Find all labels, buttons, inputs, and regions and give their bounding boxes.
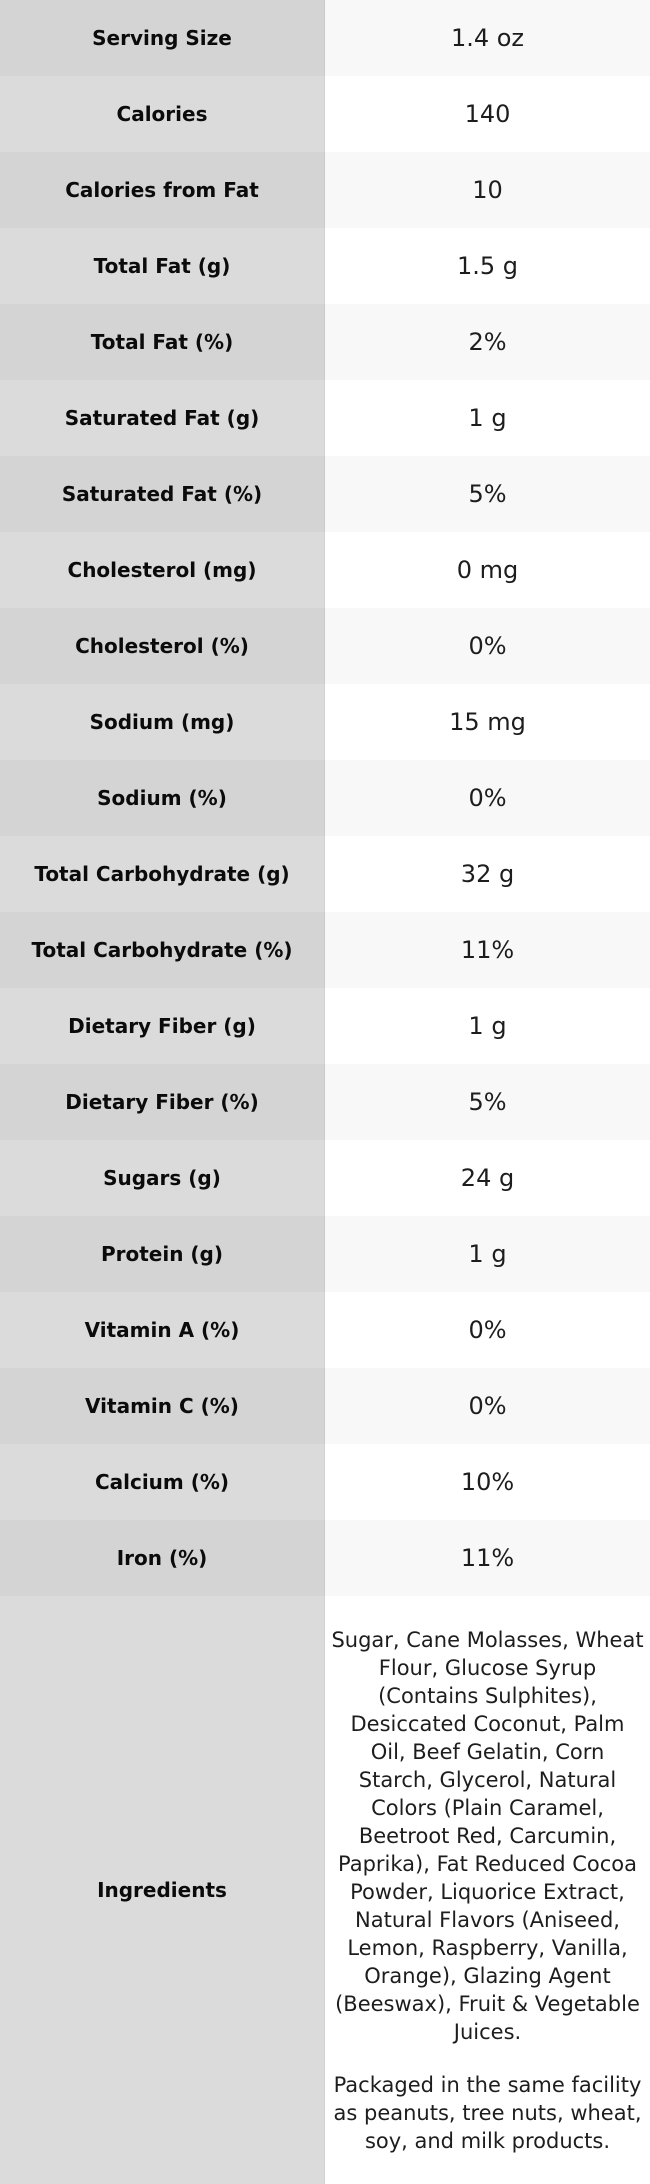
row-value: 0 mg [325, 532, 650, 608]
table-row: Serving Size 1.4 oz [0, 0, 650, 76]
table-row: Total Fat (%) 2% [0, 304, 650, 380]
row-label: Dietary Fiber (g) [0, 988, 325, 1064]
row-label: Vitamin A (%) [0, 1292, 325, 1368]
table-row: Cholesterol (mg) 0 mg [0, 532, 650, 608]
table-row: Sodium (%) 0% [0, 760, 650, 836]
row-label: Cholesterol (%) [0, 608, 325, 684]
row-value: 1 g [325, 380, 650, 456]
table-row: Sodium (mg) 15 mg [0, 684, 650, 760]
ingredients-row: Ingredients Sugar, Cane Molasses, Wheat … [0, 1596, 650, 2184]
row-value: 10% [325, 1444, 650, 1520]
table-row: Vitamin C (%) 0% [0, 1368, 650, 1444]
row-label: Total Carbohydrate (g) [0, 836, 325, 912]
row-value: 10 [325, 152, 650, 228]
table-row: Saturated Fat (%) 5% [0, 456, 650, 532]
table-row: Sugars (g) 24 g [0, 1140, 650, 1216]
table-row: Dietary Fiber (g) 1 g [0, 988, 650, 1064]
table-row: Total Carbohydrate (%) 11% [0, 912, 650, 988]
row-label: Total Carbohydrate (%) [0, 912, 325, 988]
row-value: 1 g [325, 1216, 650, 1292]
table-row: Iron (%) 11% [0, 1520, 650, 1596]
row-value: 1.4 oz [325, 0, 650, 76]
row-label: Serving Size [0, 0, 325, 76]
row-label: Total Fat (%) [0, 304, 325, 380]
row-label: Cholesterol (mg) [0, 532, 325, 608]
table-row: Protein (g) 1 g [0, 1216, 650, 1292]
row-value: 1.5 g [325, 228, 650, 304]
table-row: Cholesterol (%) 0% [0, 608, 650, 684]
row-label: Vitamin C (%) [0, 1368, 325, 1444]
row-value: 2% [325, 304, 650, 380]
row-label: Calcium (%) [0, 1444, 325, 1520]
row-value: 5% [325, 456, 650, 532]
row-value: 0% [325, 608, 650, 684]
table-row: Calcium (%) 10% [0, 1444, 650, 1520]
row-label: Calories [0, 76, 325, 152]
row-value: 0% [325, 760, 650, 836]
row-value: 15 mg [325, 684, 650, 760]
table-row: Saturated Fat (g) 1 g [0, 380, 650, 456]
row-value: 32 g [325, 836, 650, 912]
ingredients-text: Sugar, Cane Molasses, Wheat Flour, Gluco… [331, 1627, 644, 2044]
table-row: Vitamin A (%) 0% [0, 1292, 650, 1368]
row-label: Iron (%) [0, 1520, 325, 1596]
row-label: Sodium (mg) [0, 684, 325, 760]
table-row: Total Carbohydrate (g) 32 g [0, 836, 650, 912]
row-label: Saturated Fat (g) [0, 380, 325, 456]
row-value: 140 [325, 76, 650, 152]
allergen-note: Packaged in the same facility as peanuts… [333, 2072, 642, 2153]
row-label: Calories from Fat [0, 152, 325, 228]
table-row: Dietary Fiber (%) 5% [0, 1064, 650, 1140]
ingredients-value: Sugar, Cane Molasses, Wheat Flour, Gluco… [325, 1596, 650, 2184]
row-value: 0% [325, 1368, 650, 1444]
row-label: Dietary Fiber (%) [0, 1064, 325, 1140]
ingredients-label: Ingredients [0, 1596, 325, 2184]
row-label: Protein (g) [0, 1216, 325, 1292]
row-label: Sodium (%) [0, 760, 325, 836]
row-value: 11% [325, 1520, 650, 1596]
row-value: 1 g [325, 988, 650, 1064]
row-value: 11% [325, 912, 650, 988]
row-label: Total Fat (g) [0, 228, 325, 304]
row-value: 5% [325, 1064, 650, 1140]
row-label: Sugars (g) [0, 1140, 325, 1216]
table-row: Calories from Fat 10 [0, 152, 650, 228]
table-row: Total Fat (g) 1.5 g [0, 228, 650, 304]
row-value: 24 g [325, 1140, 650, 1216]
table-row: Calories 140 [0, 76, 650, 152]
row-label: Saturated Fat (%) [0, 456, 325, 532]
row-value: 0% [325, 1292, 650, 1368]
